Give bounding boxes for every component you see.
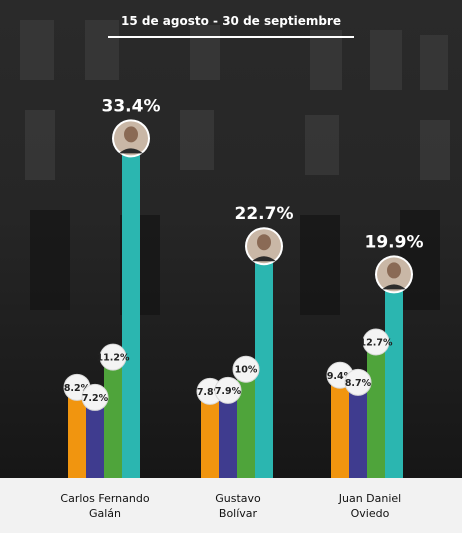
category-label-line1: Gustavo: [215, 492, 261, 505]
bar-2-2: [367, 349, 385, 478]
category-label-line1: Juan Daniel: [338, 492, 402, 505]
footer-band: [0, 478, 462, 533]
bar-0-1: [201, 399, 219, 478]
data-label-bubble: [344, 368, 372, 396]
avatar-face: [124, 126, 138, 143]
chart-subtitle: 15 de agosto - 30 de septiembre: [121, 14, 341, 28]
data-label-headline: 33.4%: [102, 96, 161, 116]
category-label-line2: Galán: [88, 507, 122, 520]
data-label-headline: 19.9%: [365, 232, 424, 252]
category-label-bolivar: Gustavo Bolívar: [168, 491, 308, 521]
subtitle-underline: [108, 36, 354, 38]
bar-3-1: [255, 249, 273, 478]
category-label-line1: Carlos Fernando: [60, 492, 150, 505]
data-label: 9.4%: [327, 371, 354, 382]
data-label: 7.9%: [215, 386, 242, 397]
avatar-shoulders: [252, 256, 276, 262]
avatar-shoulders: [119, 148, 143, 154]
category-label-line2: Oviedo: [350, 507, 390, 520]
data-label: 11.2%: [97, 353, 130, 364]
data-label-bubble: [232, 355, 260, 383]
data-label: 12.7%: [360, 337, 393, 348]
category-label-oviedo: Juan Daniel Oviedo: [300, 491, 440, 521]
bar-1-0: [86, 405, 104, 478]
avatar-shoulders: [382, 284, 406, 290]
bar-1-1: [219, 398, 237, 478]
data-label: 7.8%: [197, 387, 224, 398]
category-label-line2: Bolívar: [218, 507, 258, 520]
bar-2-0: [104, 365, 122, 478]
data-label: 7.2%: [82, 393, 109, 404]
bar-3-0: [122, 141, 140, 478]
data-label: 8.2%: [64, 383, 91, 394]
data-label-bubble: [362, 328, 390, 356]
avatar-face: [387, 262, 401, 279]
data-label-bubble: [99, 343, 127, 371]
bar-0-0: [68, 395, 86, 478]
bar-1-2: [349, 390, 367, 478]
avatar-face: [257, 234, 271, 251]
data-label-headline: 22.7%: [235, 204, 294, 224]
data-label: 8.7%: [345, 378, 372, 389]
bar-0-2: [331, 383, 349, 478]
category-label-galan: Carlos Fernando Galán: [35, 491, 175, 521]
data-label-bubble: [81, 383, 109, 411]
bar-2-1: [237, 377, 255, 478]
data-label-bubble: [214, 376, 242, 404]
data-label: 10%: [235, 365, 258, 376]
bar-3-2: [385, 277, 403, 478]
